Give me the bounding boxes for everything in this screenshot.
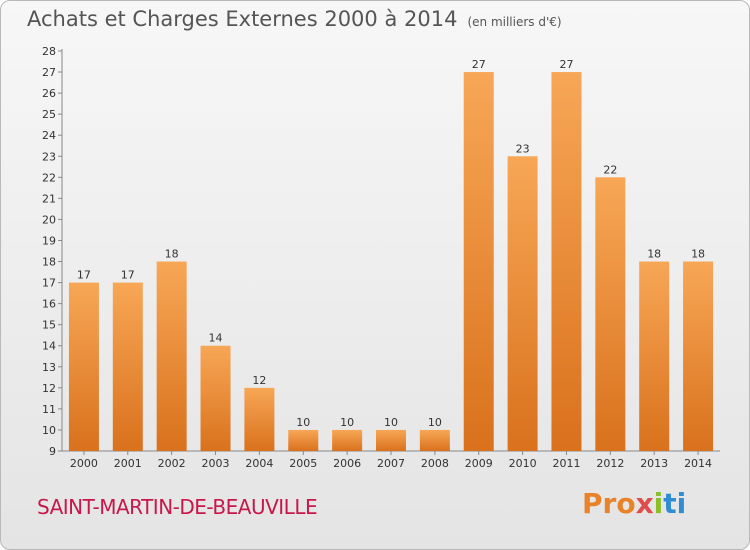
x-tick-label: 2009 xyxy=(465,457,493,470)
y-tick-label: 20 xyxy=(42,213,56,226)
bar-value-label: 10 xyxy=(384,416,398,429)
bar-value-label: 10 xyxy=(340,416,354,429)
bar-value-label: 22 xyxy=(603,163,617,176)
y-tick-label: 14 xyxy=(42,340,56,353)
x-tick-label: 2006 xyxy=(333,457,361,470)
y-tick-label: 26 xyxy=(42,87,56,100)
bar-value-label: 10 xyxy=(428,416,442,429)
commune-name: SAINT-MARTIN-DE-BEAUVILLE xyxy=(37,495,318,519)
x-tick-label: 2013 xyxy=(640,457,668,470)
y-tick-label: 21 xyxy=(42,192,56,205)
y-tick-label: 13 xyxy=(42,361,56,374)
x-tick-label: 2014 xyxy=(684,457,712,470)
chart-title-text: Achats et Charges Externes 2000 à 2014 xyxy=(27,7,458,31)
bar-value-label: 27 xyxy=(472,58,486,71)
proxiti-logo: Proxiti xyxy=(582,487,686,520)
bar-value-label: 18 xyxy=(165,248,179,261)
y-tick-label: 25 xyxy=(42,108,56,121)
bar xyxy=(244,387,275,451)
y-tick-label: 17 xyxy=(42,277,56,290)
y-tick-label: 18 xyxy=(42,256,56,269)
x-tick-label: 2000 xyxy=(70,457,98,470)
x-tick-label: 2003 xyxy=(202,457,230,470)
x-tick-label: 2001 xyxy=(114,457,142,470)
bar xyxy=(507,156,538,451)
x-tick-label: 2002 xyxy=(158,457,186,470)
y-tick-label: 22 xyxy=(42,171,56,184)
chart-unit: (en milliers d'€) xyxy=(467,15,562,29)
bar-value-label: 18 xyxy=(647,248,661,261)
bar xyxy=(288,429,319,451)
bar-value-label: 18 xyxy=(691,248,705,261)
bar xyxy=(200,345,231,451)
bar-value-label: 27 xyxy=(559,58,573,71)
x-tick-label: 2004 xyxy=(245,457,273,470)
bar xyxy=(595,177,626,451)
x-tick-label: 2012 xyxy=(596,457,624,470)
bar-value-label: 10 xyxy=(296,416,310,429)
bar-value-label: 17 xyxy=(77,269,91,282)
x-tick-label: 2010 xyxy=(509,457,537,470)
bar xyxy=(639,261,670,451)
bar xyxy=(683,261,714,451)
bar-value-label: 23 xyxy=(516,142,530,155)
x-tick-label: 2011 xyxy=(552,457,580,470)
y-tick-label: 11 xyxy=(42,403,56,416)
bar-value-label: 12 xyxy=(252,374,266,387)
bar xyxy=(112,282,143,451)
logo-part-1: Pro xyxy=(582,487,636,520)
chart-title: Achats et Charges Externes 2000 à 2014 (e… xyxy=(27,7,562,31)
bar xyxy=(332,429,363,451)
y-tick-label: 12 xyxy=(42,382,56,395)
y-tick-label: 10 xyxy=(42,424,56,437)
y-tick-label: 15 xyxy=(42,319,56,332)
bar xyxy=(156,261,187,451)
bar-value-label: 17 xyxy=(121,269,135,282)
bar xyxy=(419,429,450,451)
y-tick-label: 27 xyxy=(42,66,56,79)
y-tick-label: 9 xyxy=(49,445,56,458)
bar xyxy=(551,72,582,451)
logo-part-2: x xyxy=(635,487,654,520)
y-tick-label: 19 xyxy=(42,234,56,247)
y-tick-label: 28 xyxy=(42,45,56,58)
x-tick-label: 2007 xyxy=(377,457,405,470)
x-tick-label: 2008 xyxy=(421,457,449,470)
logo-part-3: i xyxy=(653,487,664,520)
y-tick-label: 24 xyxy=(42,129,56,142)
bar xyxy=(68,282,99,451)
bar-value-label: 14 xyxy=(209,332,223,345)
logo-part-4: ti xyxy=(663,487,687,520)
bar xyxy=(376,429,406,451)
y-tick-label: 23 xyxy=(42,150,56,163)
y-tick-label: 16 xyxy=(42,298,56,311)
x-tick-label: 2005 xyxy=(289,457,317,470)
bar xyxy=(463,72,494,451)
